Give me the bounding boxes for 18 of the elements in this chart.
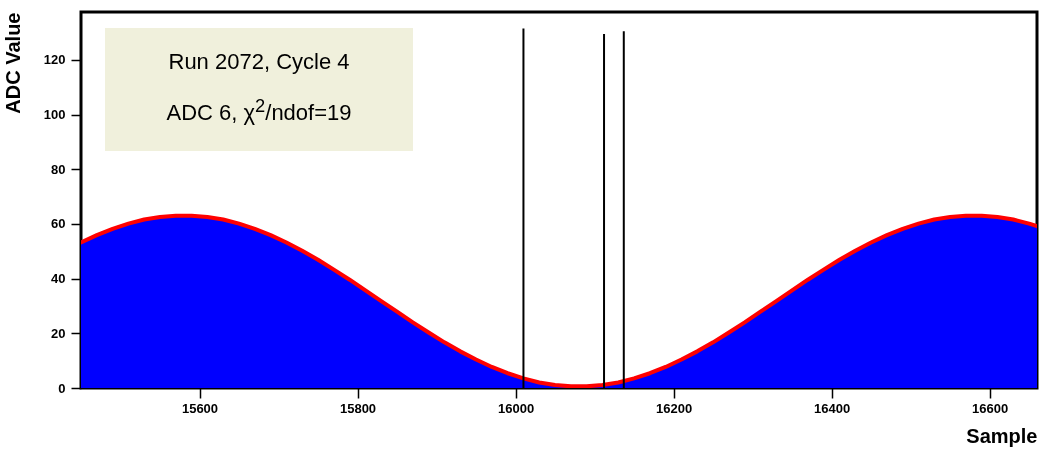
y-tick-label: 100: [43, 107, 66, 123]
y-tick-label: 20: [51, 325, 66, 341]
y-tick-label: 120: [43, 52, 66, 68]
x-axis-title: Sample: [966, 424, 1038, 447]
x-tick-label: 16600: [972, 400, 1009, 416]
x-tick-label: 15800: [339, 400, 377, 416]
y-axis-title: ADC Value: [1, 12, 24, 114]
y-tick-label: 60: [51, 216, 66, 232]
x-tick-label: 16400: [814, 400, 851, 416]
y-tick-label: 80: [51, 161, 66, 177]
text-box: Run 2072, Cycle 4 ADC 6, χ$^{2}$/ndof=19: [105, 28, 413, 151]
annotation: Run 2072, Cycle 4: [167, 48, 351, 76]
x-tick-label: 16200: [655, 400, 693, 416]
y-tick-label: 0: [58, 380, 66, 396]
x-tick-label: 15600: [181, 400, 219, 416]
x-tick-label: 16000: [497, 400, 535, 416]
y-tick-label: 40: [51, 271, 66, 287]
annotation: ADC 6, χ$^{2}$/ndof=19: [165, 94, 353, 128]
